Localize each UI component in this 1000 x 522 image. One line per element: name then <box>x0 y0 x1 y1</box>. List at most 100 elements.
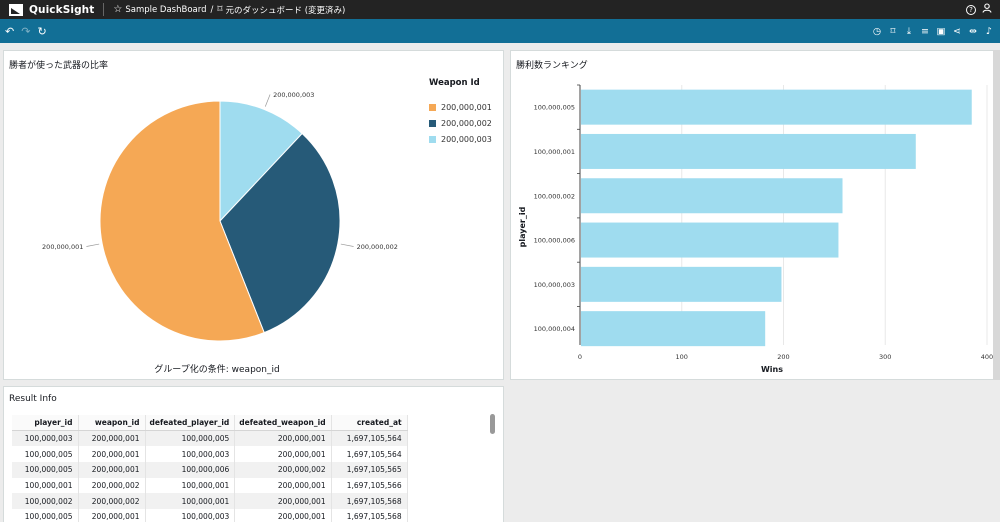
table-cell: 100,000,005 <box>12 446 79 463</box>
x-tick-label: 0 <box>578 353 582 361</box>
table-cell: 100,000,001 <box>145 477 236 494</box>
table-cell: 100,000,005 <box>145 430 236 447</box>
pie-slice-label: 200,000,001 <box>42 243 83 251</box>
table-cell: 1,697,105,564 <box>331 446 408 463</box>
redo-icon[interactable]: ↷ <box>21 24 31 38</box>
table-cell: 200,000,002 <box>78 477 146 494</box>
bar-chart[interactable]: 100,000,005 100,000,001 100,000,002 100,000… <box>511 79 996 379</box>
x-tick-label: 100 <box>676 353 688 361</box>
pie-slice-label: 200,000,002 <box>357 243 398 251</box>
table-row[interactable]: 100,000,002 200,000,002 100,000,001 200,000… <box>12 493 408 510</box>
table-row[interactable]: 100,000,005 200,000,001 100,000,003 200,000… <box>12 446 408 463</box>
pie-slice-label: 200,000,003 <box>273 91 314 99</box>
legend-label: 200,000,001 <box>441 103 492 112</box>
download-icon[interactable]: ⤓ <box>906 25 912 37</box>
table-cell: 200,000,001 <box>234 493 332 510</box>
undo-icon[interactable]: ↶ <box>5 24 15 38</box>
table-scrollbar-thumb[interactable] <box>490 414 495 434</box>
table-title: Result Info <box>9 394 57 404</box>
x-tick-label: 400 <box>981 353 993 361</box>
bell-icon[interactable]: ♪ <box>985 25 993 37</box>
table-cell: 200,000,001 <box>234 430 332 447</box>
table-cell: 1,697,105,568 <box>331 493 408 510</box>
column-header-weapon-id[interactable]: weapon_id <box>78 415 146 432</box>
table-cell: 1,697,105,564 <box>331 430 408 447</box>
result-table: player_id weapon_id defeated_player_id defe… <box>12 415 408 522</box>
star-icon[interactable]: ☆ <box>113 4 123 15</box>
help-icon[interactable]: ? <box>966 4 976 15</box>
y-tick-label: 100,000,005 <box>534 104 575 112</box>
breadcrumb-sheet[interactable]: 元のダッシュボード (変更済み) <box>225 5 346 16</box>
table-cell: 100,000,003 <box>12 430 79 447</box>
table-cell: 200,000,001 <box>234 509 332 522</box>
table-cell: 1,697,105,565 <box>331 462 408 478</box>
save-icon[interactable]: ▣ <box>936 25 946 37</box>
quicksight-logo-icon <box>9 3 23 16</box>
y-tick-label: 100,000,002 <box>534 192 575 200</box>
result-info-panel: Result Info player_id weapon_id defeated_p… <box>3 386 504 522</box>
quicksight-logo[interactable]: QuickSight <box>9 3 95 16</box>
table-cell: 100,000,001 <box>145 493 236 510</box>
bar[interactable] <box>581 178 843 214</box>
bar-xlabel: Wins <box>761 365 783 374</box>
legend-swatch <box>429 120 436 127</box>
bar-chart-panel[interactable]: 勝利数ランキング 100,000,005 100,000,001 100,000,0… <box>510 50 1000 380</box>
pie-slice[interactable] <box>219 100 303 223</box>
pie-slice[interactable] <box>99 100 265 342</box>
app-name: QuickSight <box>29 3 95 16</box>
reset-icon[interactable]: ↻ <box>37 24 47 38</box>
legend-swatch <box>429 104 436 111</box>
legend-swatch <box>429 136 436 143</box>
y-tick-label: 100,000,006 <box>534 237 575 245</box>
divider <box>103 3 105 16</box>
pie-chart[interactable]: 200,000,003 200,000,002 200,000,001 グループ化の… <box>4 79 424 379</box>
pie-chart-title: 勝者が使った武器の比率 <box>9 61 109 71</box>
bookmark-icon[interactable]: ⌑ <box>890 25 896 37</box>
table-cell: 200,000,002 <box>234 462 332 478</box>
table-row[interactable]: 100,000,001 200,000,002 100,000,001 200,000… <box>12 477 408 494</box>
bookmark-icon[interactable]: ⌑ <box>217 4 223 15</box>
legend-label: 200,000,002 <box>441 119 492 128</box>
table-cell: 200,000,002 <box>78 493 146 510</box>
legend-label: 200,000,003 <box>441 135 492 144</box>
dashboard-toolbar: ↶ ↷ ↻ ◷ ⌑ ⤓ ≡ ▣ ⋖ ⇹ ♪ <box>0 19 1000 43</box>
legend-item[interactable]: 200,000,003 <box>429 135 492 144</box>
legend-item[interactable]: 200,000,001 <box>429 103 492 112</box>
user-icon[interactable] <box>982 3 992 16</box>
scrollbar[interactable] <box>993 50 1000 380</box>
dataset-icon[interactable]: ≡ <box>921 25 929 37</box>
pie-chart-panel[interactable]: 勝者が使った武器の比率 200,000,003 200,000,002 200,00… <box>3 50 504 380</box>
table-cell: 100,000,001 <box>12 477 79 494</box>
share-icon[interactable]: ⋖ <box>953 25 961 37</box>
table-cell: 200,000,001 <box>78 509 146 522</box>
bar[interactable] <box>581 89 972 125</box>
column-header-defeated-weapon-id[interactable]: defeated_weapon_id <box>234 415 332 432</box>
table-row[interactable]: 100,000,003 200,000,001 100,000,005 200,000… <box>12 430 408 447</box>
table-cell: 200,000,001 <box>234 477 332 494</box>
pie-legend-title: Weapon Id <box>429 78 480 88</box>
x-tick-label: 300 <box>879 353 891 361</box>
bar[interactable] <box>581 311 766 347</box>
column-header-created-at[interactable]: created_at <box>331 415 408 432</box>
table-cell: 100,000,002 <box>12 493 79 510</box>
bar[interactable] <box>581 266 782 302</box>
legend-item[interactable]: 200,000,002 <box>429 119 492 128</box>
table-row[interactable]: 100,000,005 200,000,001 100,000,006 200,000… <box>12 462 408 478</box>
pie-slice[interactable] <box>219 132 341 334</box>
table-cell: 100,000,003 <box>145 509 236 522</box>
column-header-defeated-player-id[interactable]: defeated_player_id <box>145 415 236 432</box>
column-header-player-id[interactable]: player_id <box>12 415 79 432</box>
table-row[interactable]: 100,000,005 200,000,001 100,000,003 200,000… <box>12 509 408 522</box>
pie-group-caption: グループ化の条件: weapon_id <box>154 363 279 375</box>
table-cell: 200,000,001 <box>78 462 146 478</box>
table-cell: 200,000,001 <box>78 430 146 447</box>
fit-icon[interactable]: ⇹ <box>969 25 977 37</box>
clock-icon[interactable]: ◷ <box>872 25 882 37</box>
breadcrumb-dashboard[interactable]: Sample DashBoard <box>125 4 207 15</box>
x-tick-label: 200 <box>777 353 789 361</box>
table-cell: 1,697,105,568 <box>331 509 408 522</box>
top-bar: QuickSight ☆ Sample DashBoard / ⌑ 元のダッシュ… <box>0 0 1000 19</box>
bar[interactable] <box>581 133 916 169</box>
bar[interactable] <box>581 222 839 258</box>
breadcrumb: ☆ Sample DashBoard / ⌑ 元のダッシュボード (変更済み) <box>113 4 345 16</box>
